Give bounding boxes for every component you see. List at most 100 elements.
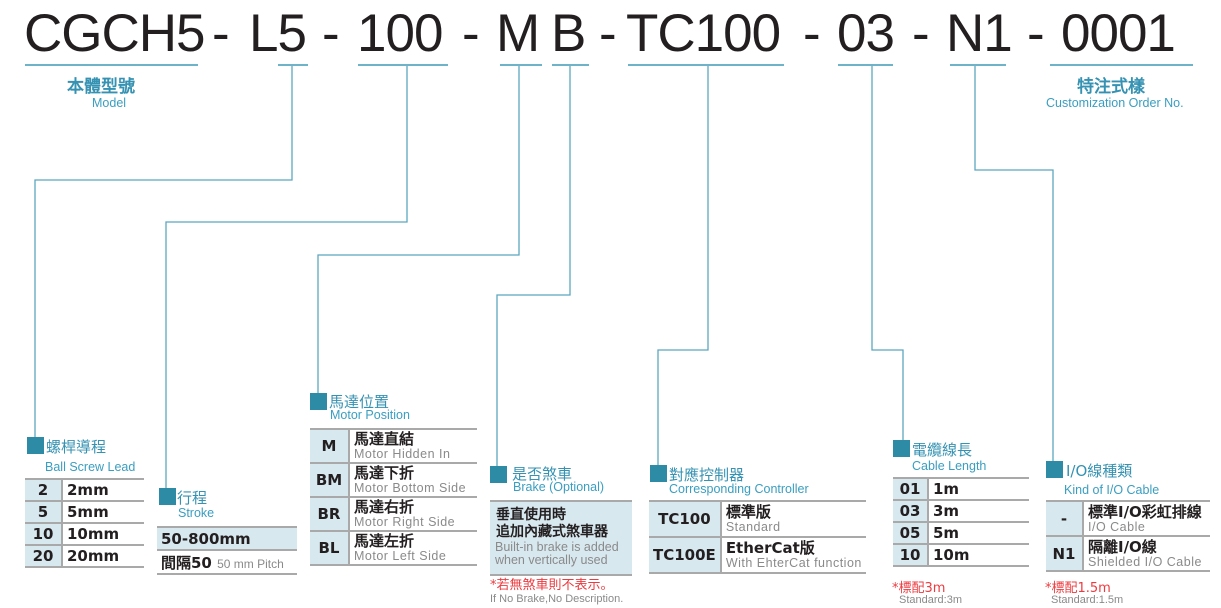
- option-code: TC100: [649, 500, 722, 538]
- option-code: 10: [893, 543, 929, 567]
- section-marker: [310, 393, 327, 410]
- option-value: 馬達右折 Motor Right Side: [349, 496, 477, 532]
- cable-note-en: Standard:3m: [899, 594, 962, 606]
- controller-title: 對應控制器: [669, 466, 745, 484]
- code-sep: -: [912, 4, 930, 63]
- underline: [838, 64, 893, 66]
- option-code: 01: [893, 477, 929, 501]
- option-code: 2: [25, 478, 63, 502]
- option-zh: 馬達下折: [354, 464, 415, 482]
- option-code: N1: [1046, 535, 1084, 572]
- stroke-title: 行程: [177, 489, 208, 507]
- stroke-pitch: 間隔50 50 mm Pitch: [157, 549, 297, 575]
- option-value: 標準I/O彩虹排線 I/O Cable: [1083, 500, 1210, 537]
- option-code: 05: [893, 521, 929, 545]
- option-value: 2mm: [62, 478, 144, 502]
- underline: [278, 64, 308, 66]
- option-value: 馬達左折 Motor Left Side: [349, 530, 477, 566]
- code-sep: -: [1027, 4, 1045, 63]
- section-marker: [650, 465, 667, 482]
- option-code: BL: [310, 530, 350, 566]
- lead-table: 2 2mm 5 5mm 10 10mm 20 20mm: [25, 478, 144, 568]
- table-row: TC100E EtherCat版 With EhterCat function: [649, 536, 866, 574]
- option-value: 標準版 Standard: [720, 500, 866, 538]
- table-row: BR 馬達右折 Motor Right Side: [310, 496, 477, 532]
- motor-title: 馬達位置: [329, 393, 390, 411]
- connector-line: [34, 65, 293, 437]
- underline: [950, 64, 1006, 66]
- section-marker: [490, 466, 507, 483]
- code-motor: M: [496, 4, 540, 63]
- code-sep: -: [462, 4, 480, 63]
- table-row: TC100 標準版 Standard: [649, 500, 866, 538]
- brake-desc-zh1: 垂直使用時: [496, 507, 566, 523]
- code-lead: L5: [249, 4, 307, 63]
- option-code: BM: [310, 462, 350, 498]
- table-row: BL 馬達左折 Motor Left Side: [310, 530, 477, 566]
- underline: [500, 64, 542, 66]
- option-zh: 標準版: [725, 503, 771, 521]
- underline: [25, 64, 198, 66]
- section-marker: [27, 437, 44, 454]
- table-row: 01 1m: [893, 477, 1029, 501]
- option-zh: EtherCat版: [725, 539, 815, 557]
- option-code: 5: [25, 500, 63, 524]
- code-stroke: 100: [357, 4, 443, 63]
- option-code: M: [310, 428, 350, 464]
- option-en: Motor Right Side: [354, 515, 456, 529]
- controller-table: TC100 標準版 Standard TC100E EtherCat版 With Ehte…: [649, 500, 866, 574]
- cable-table: 01 1m 03 3m 05 5m 10 10m: [893, 477, 1029, 567]
- code-sep: -: [212, 4, 230, 63]
- option-en: Shielded I/O Cable: [1088, 554, 1202, 569]
- option-value: 10m: [928, 543, 1029, 567]
- code-brake: B: [551, 4, 586, 63]
- option-code: 20: [25, 544, 63, 568]
- stroke-subtitle: Stroke: [178, 506, 215, 520]
- option-value: 3m: [928, 499, 1029, 523]
- option-value: 10mm: [62, 522, 144, 546]
- option-value: EtherCat版 With EhterCat function: [720, 536, 866, 574]
- connector-line: [496, 65, 571, 466]
- table-row: N1 隔離I/O線 Shielded I/O Cable: [1046, 535, 1210, 572]
- option-value: 5m: [928, 521, 1029, 545]
- brake-desc-en2: when vertically used: [495, 553, 608, 567]
- underline: [1050, 64, 1193, 66]
- model-title: 本體型號: [67, 77, 135, 97]
- code-cable: 03: [837, 4, 895, 63]
- io-note: *標配1.5m: [1045, 581, 1111, 596]
- option-value: 隔離I/O線 Shielded I/O Cable: [1083, 535, 1210, 572]
- table-row: 20 20mm: [25, 544, 144, 568]
- connector-line: [657, 65, 709, 465]
- option-value: 馬達直結 Motor Hidden In: [349, 428, 477, 464]
- option-code: TC100E: [649, 536, 722, 574]
- table-row: M 馬達直結 Motor Hidden In: [310, 428, 477, 464]
- motor-table: M 馬達直結 Motor Hidden In BM 馬達下折 Motor Bottom S…: [310, 428, 477, 566]
- option-code: -: [1046, 500, 1084, 537]
- cable-title: 電纜線長: [912, 441, 973, 459]
- lead-title: 螺桿導程: [46, 438, 107, 456]
- model-subtitle: Model: [92, 96, 127, 110]
- option-code: BR: [310, 496, 350, 532]
- table-row: 5 5mm: [25, 500, 144, 524]
- underline: [552, 64, 589, 66]
- table-row: 10 10mm: [25, 522, 144, 546]
- io-note-en: Standard:1.5m: [1051, 594, 1124, 606]
- option-en: I/O Cable: [1088, 519, 1146, 534]
- table-row: 2 2mm: [25, 478, 144, 502]
- code-sep: -: [599, 4, 617, 63]
- brake-desc-en1: Built-in brake is added: [495, 540, 619, 554]
- option-en: With EhterCat function: [725, 556, 862, 570]
- option-en: Motor Hidden In: [354, 447, 451, 461]
- connector-line: [974, 65, 1054, 461]
- section-marker: [159, 488, 176, 505]
- brake-subtitle: Brake (Optional): [513, 480, 605, 494]
- option-en: Standard: [725, 520, 781, 534]
- brake-title: 是否煞車: [512, 465, 573, 483]
- stroke-range: 50-800mm: [157, 526, 297, 551]
- custom-title: 特注式樣: [1077, 77, 1145, 97]
- motor-subtitle: Motor Position: [330, 408, 410, 422]
- controller-subtitle: Corresponding Controller: [669, 482, 809, 496]
- underline: [628, 64, 784, 66]
- option-value: 馬達下折 Motor Bottom Side: [349, 462, 477, 498]
